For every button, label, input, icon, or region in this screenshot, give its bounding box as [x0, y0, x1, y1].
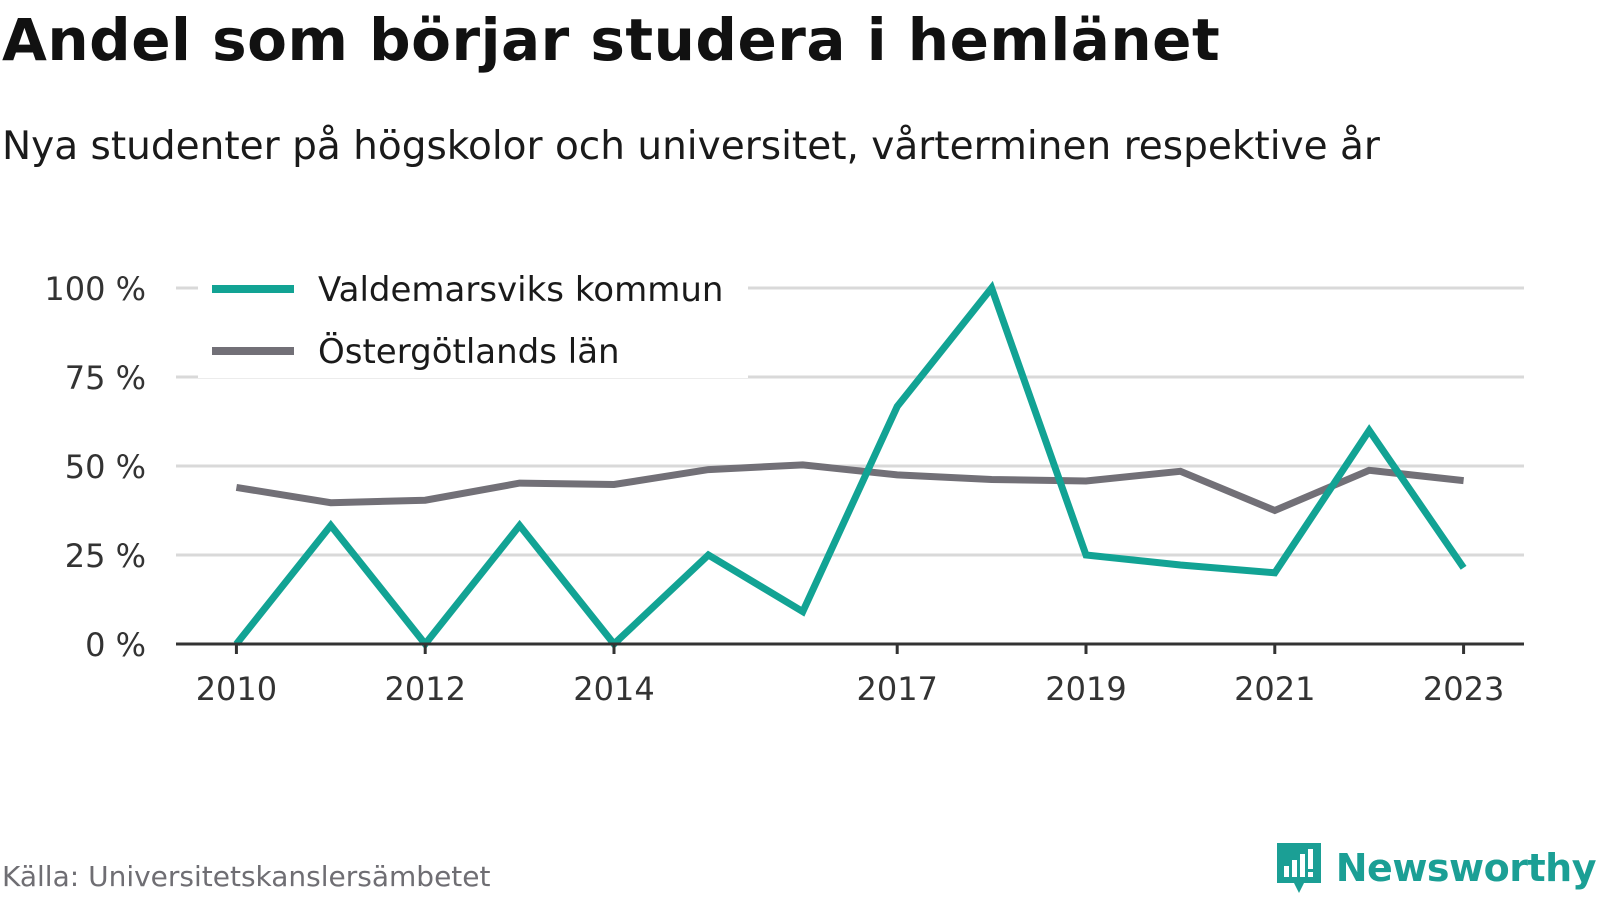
legend-label: Valdemarsviks kommun	[318, 270, 723, 310]
series-line-0	[233, 280, 1467, 650]
legend: Valdemarsviks kommun Östergötlands län	[198, 260, 748, 378]
chart-subtitle: Nya studenter på högskolor och universit…	[2, 124, 1380, 169]
y-tick-label: 50 %	[65, 448, 146, 486]
x-tick-label: 2023	[1423, 670, 1504, 708]
y-tick-label: 100 %	[44, 270, 146, 308]
x-tick-label: 2014	[573, 670, 654, 708]
x-tick-label: 2010	[196, 670, 277, 708]
source-note: Källa: Universitetskanslersämbetet	[2, 860, 491, 893]
brand-name: Newsworthy	[1335, 846, 1597, 890]
legend-label: Östergötlands län	[318, 331, 620, 372]
x-tick-label: 2021	[1234, 670, 1315, 708]
newsworthy-logo-icon	[1276, 843, 1321, 893]
x-tick-label: 2019	[1045, 670, 1126, 708]
brand-logo[interactable]: Newsworthy	[1274, 840, 1597, 896]
legend-background	[198, 260, 748, 378]
x-tick-label: 2012	[384, 670, 465, 708]
series-line-1	[235, 461, 1464, 515]
series-layer	[233, 280, 1467, 650]
y-tick-label: 75 %	[65, 359, 146, 397]
y-tick-label: 25 %	[65, 537, 146, 575]
x-tick-label: 2017	[856, 670, 937, 708]
chart-title: Andel som börjar studera i hemlänet	[2, 6, 1221, 74]
y-tick-label: 0 %	[85, 626, 146, 664]
axis-layer: 0 % 25 % 50 % 75 % 100 % 2010 2012 2014 2017 2019…	[44, 270, 1524, 708]
